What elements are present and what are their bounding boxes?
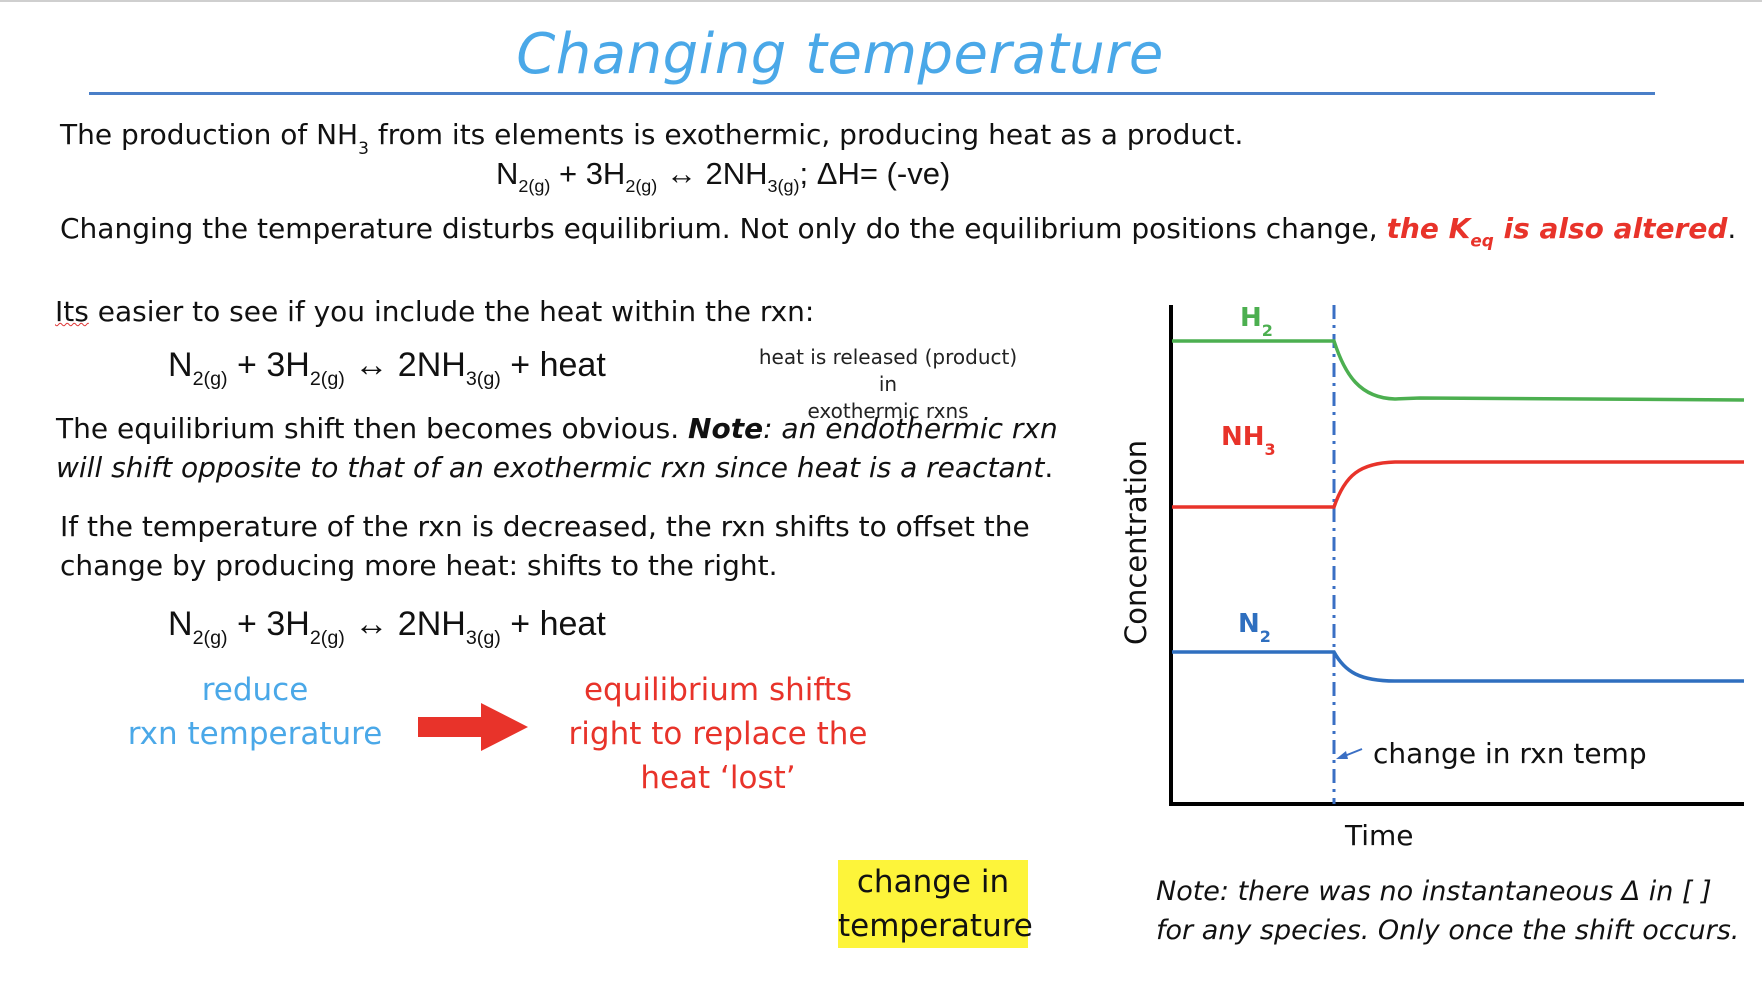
heat-released-note: heat is released (product) in exothermic…	[758, 345, 1018, 423]
nh3-label: NH3	[1221, 422, 1276, 459]
n2-curve	[1172, 650, 1744, 683]
change-in-temperature-highlight: change in temperature	[838, 860, 1033, 948]
intro-equation: N2(g) + 3H2(g) ↔ 2NH3(g); ΔH= (-ve)	[496, 156, 951, 197]
top-border	[0, 0, 1762, 2]
section1-heading: Its easier to see if you include the hea…	[55, 295, 815, 328]
x-axis-label: Time	[1344, 819, 1414, 852]
graph-note: Note: there was no instantaneous Δ in [ …	[1156, 876, 1740, 946]
page-title: Changing temperature	[516, 22, 1164, 87]
h2-label: H2	[1240, 303, 1273, 340]
shift-line-1: The equilibrium shift then becomes obvio…	[56, 412, 1058, 445]
n2-label: N2	[1238, 609, 1271, 646]
section1-equation: N2(g) + 3H2(g) ↔ 2NH3(g) + heat	[168, 346, 606, 390]
intro-line-1: The production of NH3 from its elements …	[60, 118, 1244, 159]
annotation-label: change in rxn temp	[1373, 737, 1647, 770]
h2-curve	[1172, 339, 1745, 402]
section2-line-2: change by producing more heat: shifts to…	[60, 549, 778, 582]
right-arrow-icon	[418, 703, 528, 751]
equilibrium-shift-label: equilibrium shifts right to replace the …	[568, 672, 868, 796]
section2-equation: N2(g) + 3H2(g) ↔ 2NH3(g) + heat	[168, 605, 606, 649]
shift-line-2: will shift opposite to that of an exothe…	[56, 451, 1054, 484]
reduce-temperature-label: reduce rxn temperature	[127, 672, 383, 752]
intro-line-2: Changing the temperature disturbs equili…	[60, 212, 1737, 251]
title-underline	[89, 92, 1655, 95]
y-axis-label: Concentration	[1119, 440, 1153, 645]
nh3-curve	[1172, 460, 1744, 509]
section2-line-1: If the temperature of the rxn is decreas…	[60, 510, 1030, 543]
annotation-arrow-icon	[1336, 751, 1348, 759]
